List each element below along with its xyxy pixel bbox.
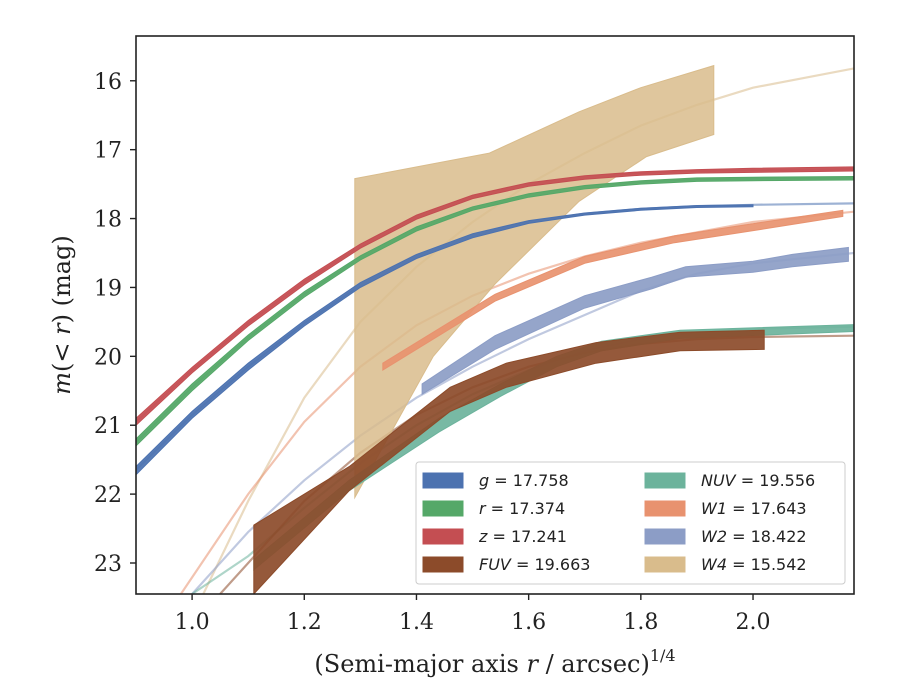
x-tick-label: 1.0 [175, 610, 210, 635]
legend-swatch-r [422, 500, 464, 517]
y-tick-label: 23 [94, 552, 122, 577]
legend-label-nuv: NUV = 19.556 [701, 471, 815, 490]
y-tick-label: 18 [94, 208, 122, 233]
band-series-group [136, 64, 854, 594]
legend-item-z: z = 17.241 [422, 527, 567, 546]
legend-item-w4: W4 = 15.542 [644, 555, 807, 574]
legend: g = 17.758 r = 17.374 z = 17.241 FUV = 19.6… [415, 461, 846, 585]
y-axis-label: m(< r) (mag) [48, 235, 76, 395]
measured-band-w4 [354, 64, 715, 500]
measured-band-fuv [253, 329, 765, 594]
legend-label-r: r = 17.374 [479, 499, 565, 518]
legend-swatch-fuv [422, 556, 464, 573]
legend-item-r: r = 17.374 [422, 499, 565, 518]
legend-label-w1: W1 = 17.643 [701, 499, 807, 518]
x-tick-label: 2.0 [736, 610, 771, 635]
y-tick-label: 16 [94, 70, 122, 95]
legend-item-w2: W2 = 18.422 [644, 527, 807, 546]
measured-band-w1 [382, 209, 844, 371]
x-tick-label: 1.4 [399, 610, 434, 635]
legend-label-w2: W2 = 18.422 [701, 527, 807, 546]
legend-swatch-g [422, 472, 464, 489]
legend-label-w4: W4 = 15.542 [701, 555, 807, 574]
measured-band-r [136, 175, 854, 447]
legend-item-fuv: FUV = 19.663 [422, 555, 590, 574]
legend-swatch-z [422, 528, 464, 545]
x-tick-label: 1.2 [287, 610, 322, 635]
x-tick-label: 1.8 [623, 610, 658, 635]
axis-ticks-group: 1.0 1.2 1.4 1.6 1.8 2.0 16 17 18 19 20 21 22 23 [94, 70, 771, 635]
legend-swatch-nuv [644, 472, 686, 489]
measured-band-z [136, 166, 854, 426]
measured-band-w2 [421, 246, 849, 396]
legend-item-g: g = 17.758 [422, 471, 569, 490]
legend-item-w1: W1 = 17.643 [644, 499, 807, 518]
y-tick-label: 21 [94, 414, 122, 439]
y-tick-label: 17 [94, 139, 122, 164]
legend-swatch-w1 [644, 500, 686, 517]
y-tick-label: 19 [94, 276, 122, 301]
y-tick-label: 20 [94, 345, 122, 370]
legend-label-z: z = 17.241 [478, 527, 567, 546]
measured-band-g [136, 204, 754, 476]
legend-swatch-w4 [644, 556, 686, 573]
legend-swatch-w2 [644, 528, 686, 545]
legend-item-nuv: NUV = 19.556 [644, 471, 815, 490]
y-tick-label: 22 [94, 483, 122, 508]
x-tick-label: 1.6 [511, 610, 546, 635]
plot-frame [135, 35, 855, 595]
legend-items-group: g = 17.758 r = 17.374 z = 17.241 FUV = 19.6… [422, 471, 815, 574]
legend-frame [415, 461, 846, 585]
legend-label-g: g = 17.758 [479, 471, 569, 490]
x-axis-label: (Semi-major axis r / arcsec)1/4 [314, 646, 675, 678]
legend-label-fuv: FUV = 19.663 [479, 555, 590, 574]
